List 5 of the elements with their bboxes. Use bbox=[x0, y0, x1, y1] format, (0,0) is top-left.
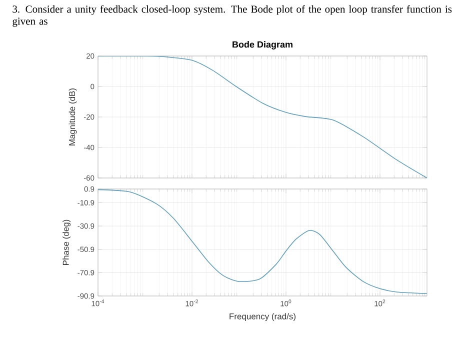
y-axis-title: Phase (deg) bbox=[62, 220, 71, 265]
x-axis-title: Frequency (rad/s) bbox=[230, 313, 296, 322]
chart-title: Bode Diagram bbox=[232, 41, 292, 50]
text: 3. Consider a unity feedback closed-loop system. The Bode plot of the open loop transfer function is given as bbox=[12, 5, 452, 27]
y-axis-title: Magnitude (dB) bbox=[68, 88, 77, 146]
